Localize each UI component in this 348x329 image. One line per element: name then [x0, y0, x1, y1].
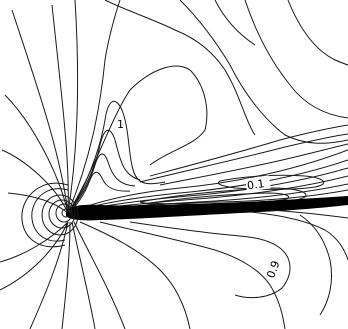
contour-outer-lower [79, 209, 348, 329]
contour-outer-upper [67, 0, 348, 214]
contour-label-bg [245, 175, 271, 192]
wake-band [200, 196, 348, 209]
contour-fan-lower [0, 221, 126, 329]
contour-label-0-9-lower: 0.9 [264, 259, 282, 280]
contour-label-1-upper: 1 [117, 118, 124, 131]
contour-label-bg [260, 258, 286, 280]
contour-loops-upper-near [67, 100, 166, 214]
contour-label-0-1-wake: 0.1 [246, 177, 265, 192]
contour-fan-upper [1, 0, 79, 214]
contour-label-bg [116, 118, 124, 130]
